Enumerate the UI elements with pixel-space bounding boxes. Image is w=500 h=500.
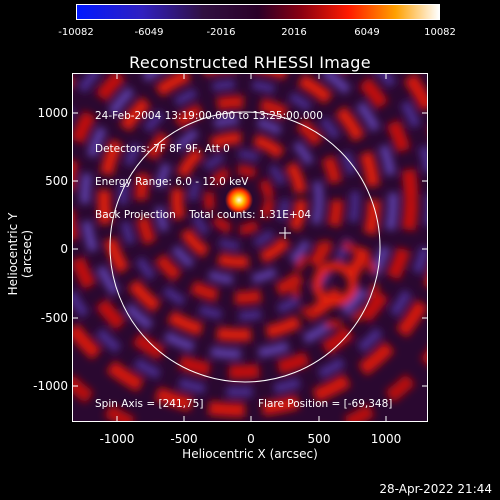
spin-axis-label: Spin Axis = [241,75]	[95, 398, 204, 410]
info-method-counts: Back Projection Total counts: 1.31E+04	[95, 209, 312, 221]
y-axis-label: Heliocentric Y (arcsec)	[6, 212, 34, 296]
colorbar-tick: 6049	[354, 27, 380, 38]
y-tick: -500	[40, 311, 68, 325]
x-tick: 500	[307, 432, 331, 446]
image-plot: 24-Feb-2004 13:19:00.000 to 13:25:00.000…	[72, 73, 428, 422]
info-time-range: 24-Feb-2004 13:19:00.000 to 13:25:00.000	[95, 110, 323, 122]
y-tick: 1000	[37, 106, 68, 120]
colorbar-tick: -2016	[206, 27, 236, 38]
flare-source	[225, 186, 253, 214]
x-tick: -1000	[99, 432, 135, 446]
colorbar	[76, 4, 440, 20]
x-tick: 0	[247, 432, 255, 446]
y-tick: 0	[60, 242, 68, 256]
y-tick: -1000	[33, 379, 68, 393]
colorbar-tick: -6049	[134, 27, 164, 38]
rhessi-image	[73, 74, 427, 421]
info-detectors: Detectors: 7F 8F 9F, Att 0	[95, 143, 230, 155]
spin-axis-marker	[279, 227, 291, 239]
colorbar-tick: 10082	[424, 27, 456, 38]
colorbar-tick: -10082	[58, 27, 94, 38]
y-tick: 500	[45, 174, 68, 188]
plot-title: Reconstructed RHESSI Image	[129, 53, 371, 72]
flare-position-label: Flare Position = [-69,348]	[258, 398, 393, 410]
x-tick: 1000	[370, 432, 402, 446]
info-block: 24-Feb-2004 13:19:00.000 to 13:25:00.000…	[95, 89, 323, 243]
info-energy-range: Energy Range: 6.0 - 12.0 keV	[95, 176, 249, 188]
x-tick: -500	[170, 432, 198, 446]
render-timestamp: 28-Apr-2022 21:44	[379, 482, 492, 496]
x-axis-label: Heliocentric X (arcsec)	[182, 447, 318, 461]
colorbar-tick: 2016	[281, 27, 307, 38]
solar-limb	[109, 111, 381, 383]
